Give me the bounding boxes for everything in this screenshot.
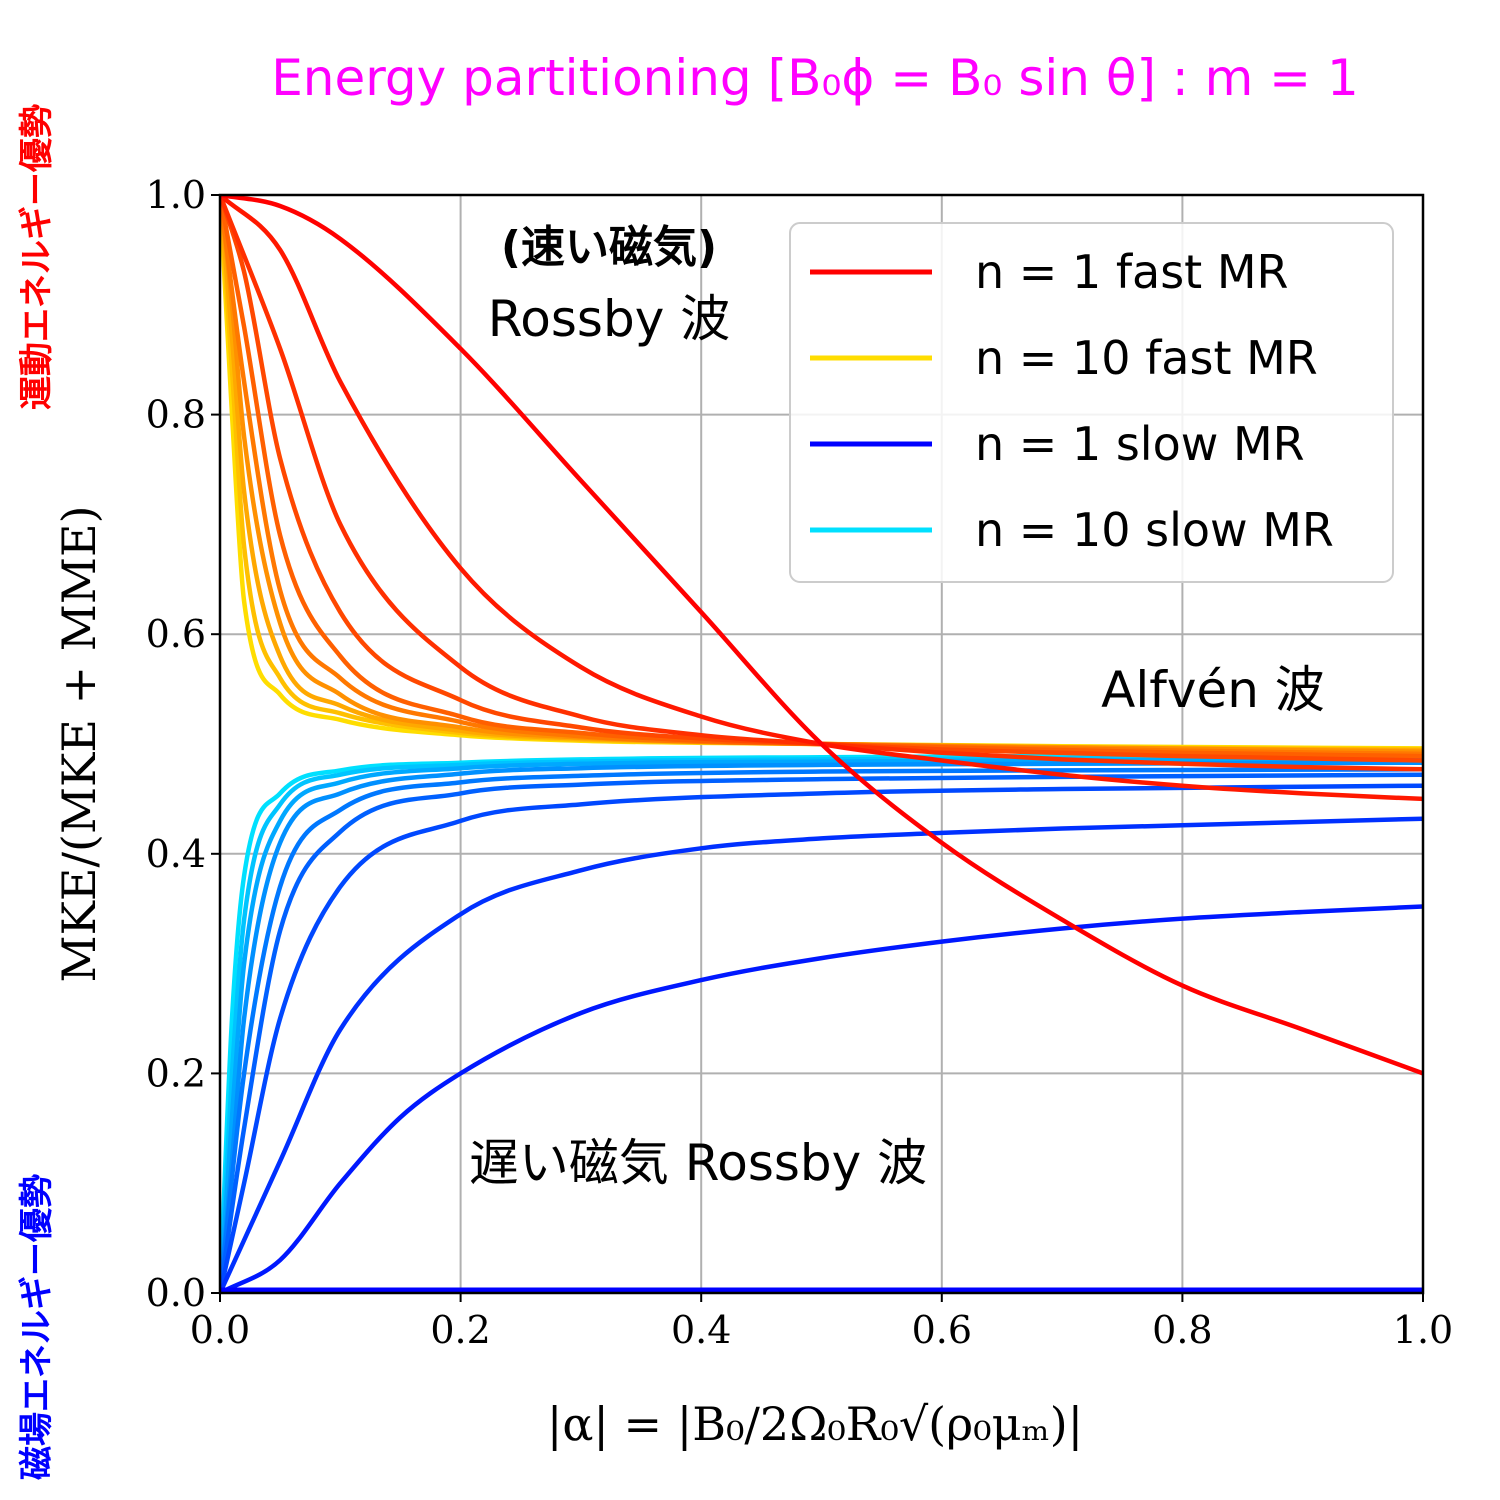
magnetic-dominant-label: 磁場エネルギー優勢 — [17, 1174, 57, 1480]
series-line-fast-n5 — [220, 195, 1423, 759]
x-tick-label: 0.8 — [1152, 1308, 1212, 1352]
series-line-slow-n3 — [220, 816, 1423, 1293]
slow-rossby-annotation: 遅い磁気 Rossby 波 — [469, 1134, 927, 1192]
legend-label: n = 10 fast MR — [975, 331, 1318, 385]
y-tick-label: 0.8 — [146, 393, 206, 437]
series-line-fast-n3 — [220, 195, 1423, 772]
legend: n = 1 fast MR n = 10 fast MR n = 1 slow MR… — [789, 222, 1394, 583]
y-tick-label: 0.6 — [146, 612, 206, 656]
x-tick-label: 0.6 — [912, 1308, 972, 1352]
kinetic-dominant-label: 運動エネルギー優勢 — [17, 104, 57, 410]
series-line-fast-n2 — [220, 195, 1423, 802]
plot-frame — [218, 193, 1425, 1295]
series-line-slow-n8 — [220, 757, 1423, 1293]
series-line-slow-n5 — [220, 772, 1423, 1293]
chart-title: Energy partitioning [B₀ϕ = B₀ sin θ] : m… — [271, 49, 1359, 107]
y-axis-label: MKE/(MKE + MME) — [52, 505, 106, 982]
tick-labels: 0.0 0.2 0.4 0.6 0.8 1.0 0.0 0.2 0.4 0.6 0.8 1.0 — [146, 173, 1454, 1352]
y-tick-label: 0.0 — [146, 1271, 206, 1315]
x-tick-label: 1.0 — [1393, 1308, 1453, 1352]
y-tick-label: 0.2 — [146, 1051, 206, 1095]
x-tick-label: 0.2 — [430, 1308, 490, 1352]
legend-label: n = 1 fast MR — [975, 245, 1289, 299]
legend-label: n = 1 slow MR — [975, 417, 1305, 471]
x-axis-label: |α| = |B₀/2Ω₀R₀√(ρ₀μₘ)| — [547, 1397, 1083, 1451]
series-lines — [220, 195, 1423, 1293]
legend-box — [789, 222, 1394, 583]
x-tick-label: 0.4 — [671, 1308, 731, 1352]
alfven-annotation: Alfvén 波 — [1101, 661, 1325, 719]
y-tick-label: 1.0 — [146, 173, 206, 217]
series-line-fast-n1 — [220, 195, 1423, 1076]
axes — [218, 193, 1425, 1295]
x-tick-label: 0.0 — [190, 1308, 250, 1352]
y-tick-label: 0.4 — [146, 832, 206, 876]
series-line-fast-n4 — [220, 195, 1423, 763]
series-line-slow-n4 — [220, 783, 1423, 1293]
series-line-slow-n10 — [220, 752, 1423, 1293]
legend-label: n = 10 slow MR — [975, 503, 1334, 557]
fast-rossby-annotation-line2: Rossby 波 — [488, 290, 730, 348]
series-line-slow-n7 — [220, 760, 1423, 1293]
series-line-slow-n6 — [220, 767, 1423, 1293]
series-line-slow-n2 — [220, 904, 1423, 1293]
fast-rossby-annotation-line1: (速い磁気) — [501, 222, 717, 273]
